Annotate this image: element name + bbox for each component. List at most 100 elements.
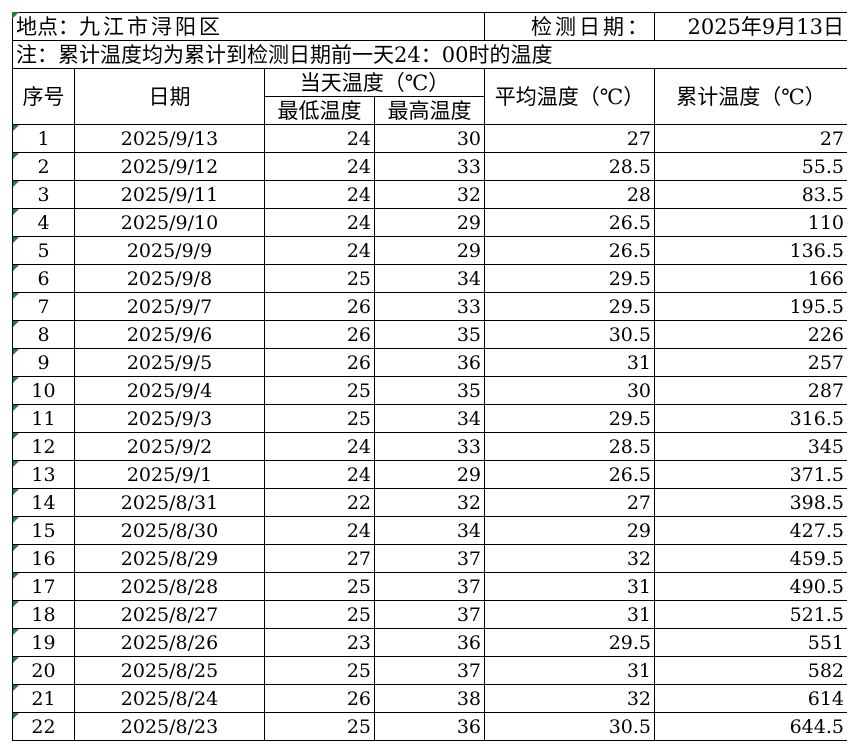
cell-cum-temp[interactable]: 398.5	[654, 488, 847, 517]
cell-max-temp[interactable]: 29	[374, 460, 485, 489]
cell-cum-temp[interactable]: 316.5	[654, 404, 847, 433]
cell-cum-temp[interactable]: 551	[654, 628, 847, 657]
cell-max-temp[interactable]: 29	[374, 236, 485, 265]
cell-max-temp[interactable]: 37	[374, 544, 485, 573]
cell-cum-temp[interactable]: 459.5	[654, 544, 847, 573]
cell-date[interactable]: 2025/9/3	[74, 404, 265, 433]
cell-seq[interactable]: 12	[12, 432, 75, 461]
cell-date[interactable]: 2025/8/31	[74, 488, 265, 517]
header-day-temp[interactable]: 当天温度（℃）	[264, 68, 485, 97]
header-min-temp[interactable]: 最低温度	[264, 96, 375, 125]
cell-max-temp[interactable]: 37	[374, 656, 485, 685]
date-value-cell[interactable]: 2025年9月13日	[654, 12, 847, 41]
cell-max-temp[interactable]: 37	[374, 572, 485, 601]
cell-max-temp[interactable]: 38	[374, 684, 485, 713]
cell-seq[interactable]: 11	[12, 404, 75, 433]
cell-cum-temp[interactable]: 110	[654, 208, 847, 237]
cell-min-temp[interactable]: 24	[264, 460, 375, 489]
header-seq[interactable]: 序号	[12, 68, 75, 125]
cell-cum-temp[interactable]: 582	[654, 656, 847, 685]
location-cell[interactable]: 地点：九江市浔阳区	[12, 12, 485, 41]
cell-min-temp[interactable]: 26	[264, 684, 375, 713]
cell-avg-temp[interactable]: 31	[484, 572, 655, 601]
cell-date[interactable]: 2025/9/10	[74, 208, 265, 237]
cell-seq[interactable]: 6	[12, 264, 75, 293]
cell-min-temp[interactable]: 24	[264, 152, 375, 181]
cell-seq[interactable]: 22	[12, 712, 75, 741]
cell-avg-temp[interactable]: 30.5	[484, 320, 655, 349]
cell-min-temp[interactable]: 24	[264, 208, 375, 237]
cell-min-temp[interactable]: 25	[264, 600, 375, 629]
cell-cum-temp[interactable]: 27	[654, 124, 847, 153]
cell-min-temp[interactable]: 22	[264, 488, 375, 517]
cell-seq[interactable]: 18	[12, 600, 75, 629]
cell-cum-temp[interactable]: 644.5	[654, 712, 847, 741]
note-cell[interactable]: 注：累计温度均为累计到检测日期前一天24：00时的温度	[12, 40, 847, 69]
cell-max-temp[interactable]: 32	[374, 180, 485, 209]
cell-date[interactable]: 2025/9/13	[74, 124, 265, 153]
cell-avg-temp[interactable]: 28.5	[484, 152, 655, 181]
cell-max-temp[interactable]: 36	[374, 628, 485, 657]
cell-avg-temp[interactable]: 30.5	[484, 712, 655, 741]
cell-max-temp[interactable]: 35	[374, 376, 485, 405]
cell-date[interactable]: 2025/9/4	[74, 376, 265, 405]
cell-min-temp[interactable]: 24	[264, 432, 375, 461]
cell-min-temp[interactable]: 27	[264, 544, 375, 573]
date-label-cell[interactable]: 检测日期：	[484, 12, 655, 41]
cell-avg-temp[interactable]: 26.5	[484, 460, 655, 489]
cell-max-temp[interactable]: 33	[374, 152, 485, 181]
cell-avg-temp[interactable]: 31	[484, 656, 655, 685]
cell-max-temp[interactable]: 36	[374, 348, 485, 377]
cell-avg-temp[interactable]: 31	[484, 348, 655, 377]
cell-date[interactable]: 2025/9/9	[74, 236, 265, 265]
cell-min-temp[interactable]: 24	[264, 516, 375, 545]
cell-avg-temp[interactable]: 29.5	[484, 628, 655, 657]
cell-avg-temp[interactable]: 29.5	[484, 404, 655, 433]
cell-date[interactable]: 2025/9/11	[74, 180, 265, 209]
cell-seq[interactable]: 7	[12, 292, 75, 321]
cell-seq[interactable]: 21	[12, 684, 75, 713]
cell-max-temp[interactable]: 34	[374, 404, 485, 433]
cell-min-temp[interactable]: 25	[264, 712, 375, 741]
cell-max-temp[interactable]: 34	[374, 264, 485, 293]
cell-date[interactable]: 2025/9/1	[74, 460, 265, 489]
cell-max-temp[interactable]: 30	[374, 124, 485, 153]
cell-avg-temp[interactable]: 26.5	[484, 208, 655, 237]
cell-cum-temp[interactable]: 83.5	[654, 180, 847, 209]
cell-min-temp[interactable]: 26	[264, 348, 375, 377]
cell-cum-temp[interactable]: 257	[654, 348, 847, 377]
header-avg-temp[interactable]: 平均温度（℃）	[484, 68, 655, 125]
cell-date[interactable]: 2025/8/24	[74, 684, 265, 713]
cell-date[interactable]: 2025/8/25	[74, 656, 265, 685]
cell-cum-temp[interactable]: 55.5	[654, 152, 847, 181]
cell-min-temp[interactable]: 25	[264, 376, 375, 405]
cell-max-temp[interactable]: 34	[374, 516, 485, 545]
cell-avg-temp[interactable]: 28.5	[484, 432, 655, 461]
cell-date[interactable]: 2025/8/29	[74, 544, 265, 573]
cell-max-temp[interactable]: 33	[374, 292, 485, 321]
cell-min-temp[interactable]: 26	[264, 320, 375, 349]
cell-cum-temp[interactable]: 287	[654, 376, 847, 405]
cell-avg-temp[interactable]: 28	[484, 180, 655, 209]
cell-seq[interactable]: 5	[12, 236, 75, 265]
cell-seq[interactable]: 16	[12, 544, 75, 573]
cell-cum-temp[interactable]: 195.5	[654, 292, 847, 321]
cell-cum-temp[interactable]: 614	[654, 684, 847, 713]
cell-cum-temp[interactable]: 136.5	[654, 236, 847, 265]
cell-avg-temp[interactable]: 29.5	[484, 292, 655, 321]
cell-seq[interactable]: 1	[12, 124, 75, 153]
cell-min-temp[interactable]: 26	[264, 292, 375, 321]
header-date[interactable]: 日期	[74, 68, 265, 125]
cell-avg-temp[interactable]: 32	[484, 684, 655, 713]
cell-seq[interactable]: 4	[12, 208, 75, 237]
cell-max-temp[interactable]: 35	[374, 320, 485, 349]
cell-min-temp[interactable]: 24	[264, 124, 375, 153]
cell-avg-temp[interactable]: 32	[484, 544, 655, 573]
cell-avg-temp[interactable]: 29.5	[484, 264, 655, 293]
cell-seq[interactable]: 14	[12, 488, 75, 517]
cell-date[interactable]: 2025/8/30	[74, 516, 265, 545]
cell-max-temp[interactable]: 37	[374, 600, 485, 629]
cell-max-temp[interactable]: 29	[374, 208, 485, 237]
cell-cum-temp[interactable]: 490.5	[654, 572, 847, 601]
cell-min-temp[interactable]: 24	[264, 180, 375, 209]
